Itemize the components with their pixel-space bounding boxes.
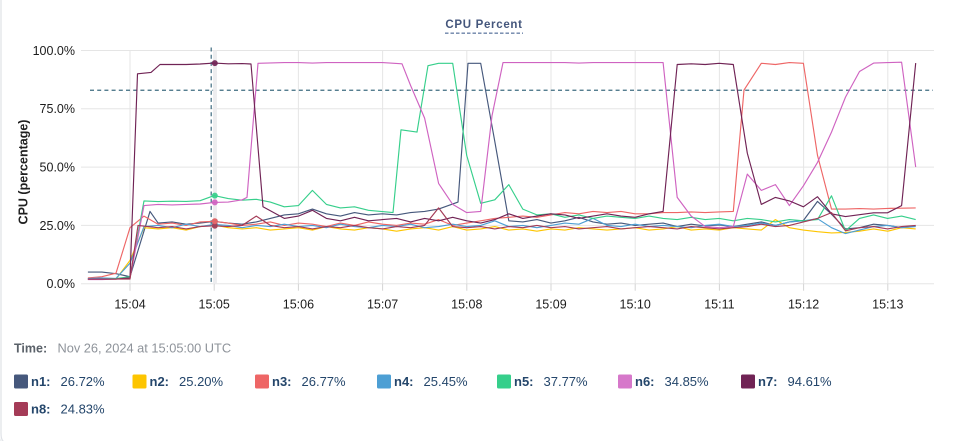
svg-text:37.77%: 37.77% — [544, 374, 589, 389]
svg-text:75.0%: 75.0% — [40, 102, 75, 116]
svg-text:34.85%: 34.85% — [665, 374, 710, 389]
svg-text:15:10: 15:10 — [620, 298, 651, 312]
svg-text:CPU Percent: CPU Percent — [445, 19, 522, 31]
svg-text:15:06: 15:06 — [283, 298, 314, 312]
svg-text:n5:: n5: — [514, 374, 534, 389]
svg-text:15:13: 15:13 — [872, 298, 903, 312]
svg-text:15:09: 15:09 — [535, 298, 566, 312]
svg-text:25.20%: 25.20% — [179, 374, 224, 389]
svg-text:94.61%: 94.61% — [788, 374, 833, 389]
svg-text:Nov 26, 2024 at 15:05:00 UTC: Nov 26, 2024 at 15:05:00 UTC — [58, 341, 232, 356]
svg-text:15:11: 15:11 — [704, 298, 734, 312]
svg-text:n8:: n8: — [31, 402, 51, 417]
svg-text:Time:: Time: — [14, 342, 47, 356]
svg-text:15:12: 15:12 — [788, 298, 819, 312]
svg-text:CPU (percentage): CPU (percentage) — [17, 120, 31, 225]
svg-text:n3:: n3: — [272, 374, 292, 389]
svg-text:n6:: n6: — [635, 374, 655, 389]
svg-text:15:08: 15:08 — [451, 298, 482, 312]
svg-text:25.45%: 25.45% — [424, 374, 469, 389]
svg-text:100.0%: 100.0% — [33, 44, 75, 58]
svg-text:50.0%: 50.0% — [40, 161, 75, 175]
svg-text:26.72%: 26.72% — [61, 374, 106, 389]
svg-text:15:04: 15:04 — [114, 298, 145, 312]
svg-text:15:07: 15:07 — [367, 298, 398, 312]
svg-text:26.77%: 26.77% — [302, 374, 347, 389]
svg-text:n1:: n1: — [31, 374, 51, 389]
svg-text:24.83%: 24.83% — [61, 402, 106, 417]
svg-text:15:05: 15:05 — [199, 298, 230, 312]
svg-text:n2:: n2: — [150, 374, 170, 389]
svg-text:25.0%: 25.0% — [40, 219, 75, 233]
svg-text:n4:: n4: — [394, 374, 414, 389]
svg-text:0.0%: 0.0% — [47, 277, 76, 291]
svg-text:n7:: n7: — [758, 374, 778, 389]
